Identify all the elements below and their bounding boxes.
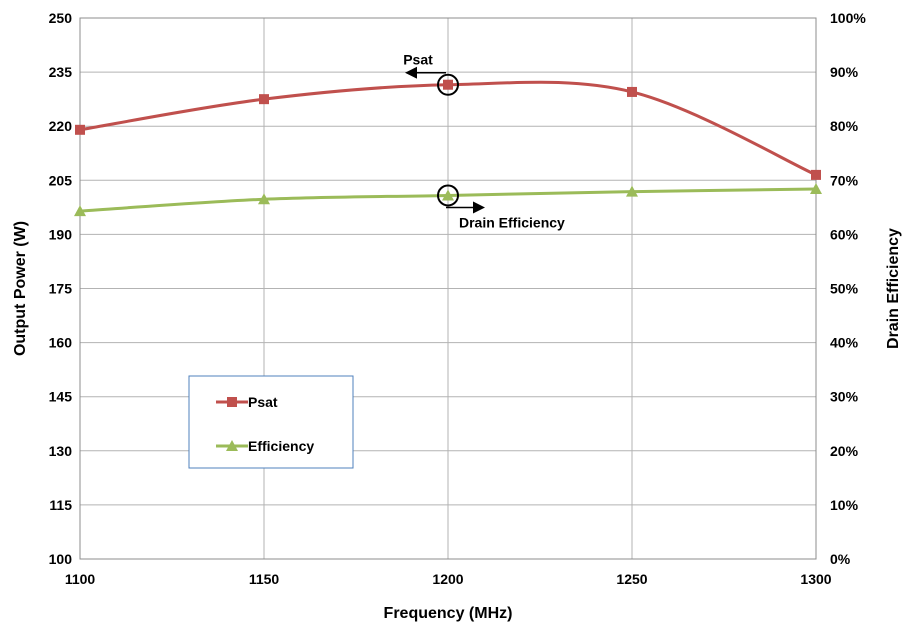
y2-tick-label: 60% (830, 226, 859, 242)
y-axis-title: Output Power (W) (12, 221, 29, 356)
y-tick-label: 205 (49, 172, 73, 188)
x-tick-label: 1300 (800, 571, 831, 587)
annotation-circle (437, 73, 459, 96)
data-point-efficiency (258, 193, 270, 205)
y-tick-label: 235 (49, 64, 73, 80)
annotation-label: Psat (403, 52, 433, 68)
y2-tick-label: 70% (830, 172, 859, 188)
y-tick-label: 130 (49, 443, 73, 459)
y2-tick-label: 0% (830, 551, 851, 567)
annotation-circle (437, 184, 459, 207)
data-point-efficiency (74, 205, 86, 217)
y2-tick-label: 90% (830, 64, 859, 80)
data-point-psat (443, 79, 453, 90)
legend-marker (227, 397, 237, 407)
y-tick-label: 190 (49, 226, 73, 242)
annotations: Psat Drain Efficiency (403, 52, 565, 231)
y2-tick-label: 40% (830, 335, 859, 351)
y2-tick-label: 50% (830, 281, 859, 297)
y-axis-tick-labels: 100 115 130 145 160 175 190 205 220 235 250 (49, 10, 73, 567)
y2-axis-tick-labels: 0% 10% 20% 30% 40% 50% 60% 70% 80% 90% 100% (830, 10, 866, 567)
legend-label: Psat (248, 394, 278, 410)
data-point-efficiency (810, 182, 822, 194)
x-tick-label: 1100 (65, 571, 96, 587)
data-point-psat (811, 169, 821, 180)
y-tick-label: 220 (49, 118, 73, 134)
legend: Psat Efficiency (188, 375, 354, 469)
x-axis-tick-labels: 1100 1150 1200 1250 1300 (65, 571, 832, 587)
y2-tick-label: 100% (830, 10, 866, 26)
series-psat (75, 79, 821, 180)
y-tick-label: 160 (49, 335, 73, 351)
x-axis-title: Frequency (MHz) (384, 605, 513, 622)
y2-tick-label: 10% (830, 497, 859, 513)
data-point-efficiency (626, 185, 638, 197)
plot-frame (79, 17, 817, 560)
y2-axis-title: Drain Efficiency (885, 228, 902, 349)
y2-tick-label: 80% (830, 118, 859, 134)
annotation-1: Drain Efficiency (437, 184, 565, 230)
legend-box (188, 375, 354, 469)
data-point-psat (259, 94, 269, 105)
x-tick-label: 1150 (249, 571, 280, 587)
y-tick-label: 115 (49, 497, 72, 513)
gridlines (79, 17, 817, 560)
data-point-psat (75, 124, 85, 135)
legend-item-efficiency: Efficiency (216, 438, 314, 454)
annotation-label: Drain Efficiency (459, 214, 565, 230)
annotation-0: Psat (403, 52, 459, 96)
y-tick-label: 100 (49, 551, 73, 567)
y-tick-label: 250 (49, 10, 73, 26)
legend-marker (226, 440, 238, 451)
y2-tick-label: 20% (830, 443, 859, 459)
y-tick-label: 175 (49, 281, 73, 297)
legend-item-psat: Psat (216, 394, 278, 410)
legend-label: Efficiency (248, 438, 314, 454)
x-tick-label: 1200 (432, 571, 463, 587)
series-efficiency (74, 182, 822, 217)
y2-tick-label: 30% (830, 389, 859, 405)
x-tick-label: 1250 (616, 571, 647, 587)
y-tick-label: 145 (49, 389, 73, 405)
data-point-efficiency (442, 189, 454, 201)
data-point-psat (627, 86, 637, 97)
series-layer (74, 79, 822, 217)
